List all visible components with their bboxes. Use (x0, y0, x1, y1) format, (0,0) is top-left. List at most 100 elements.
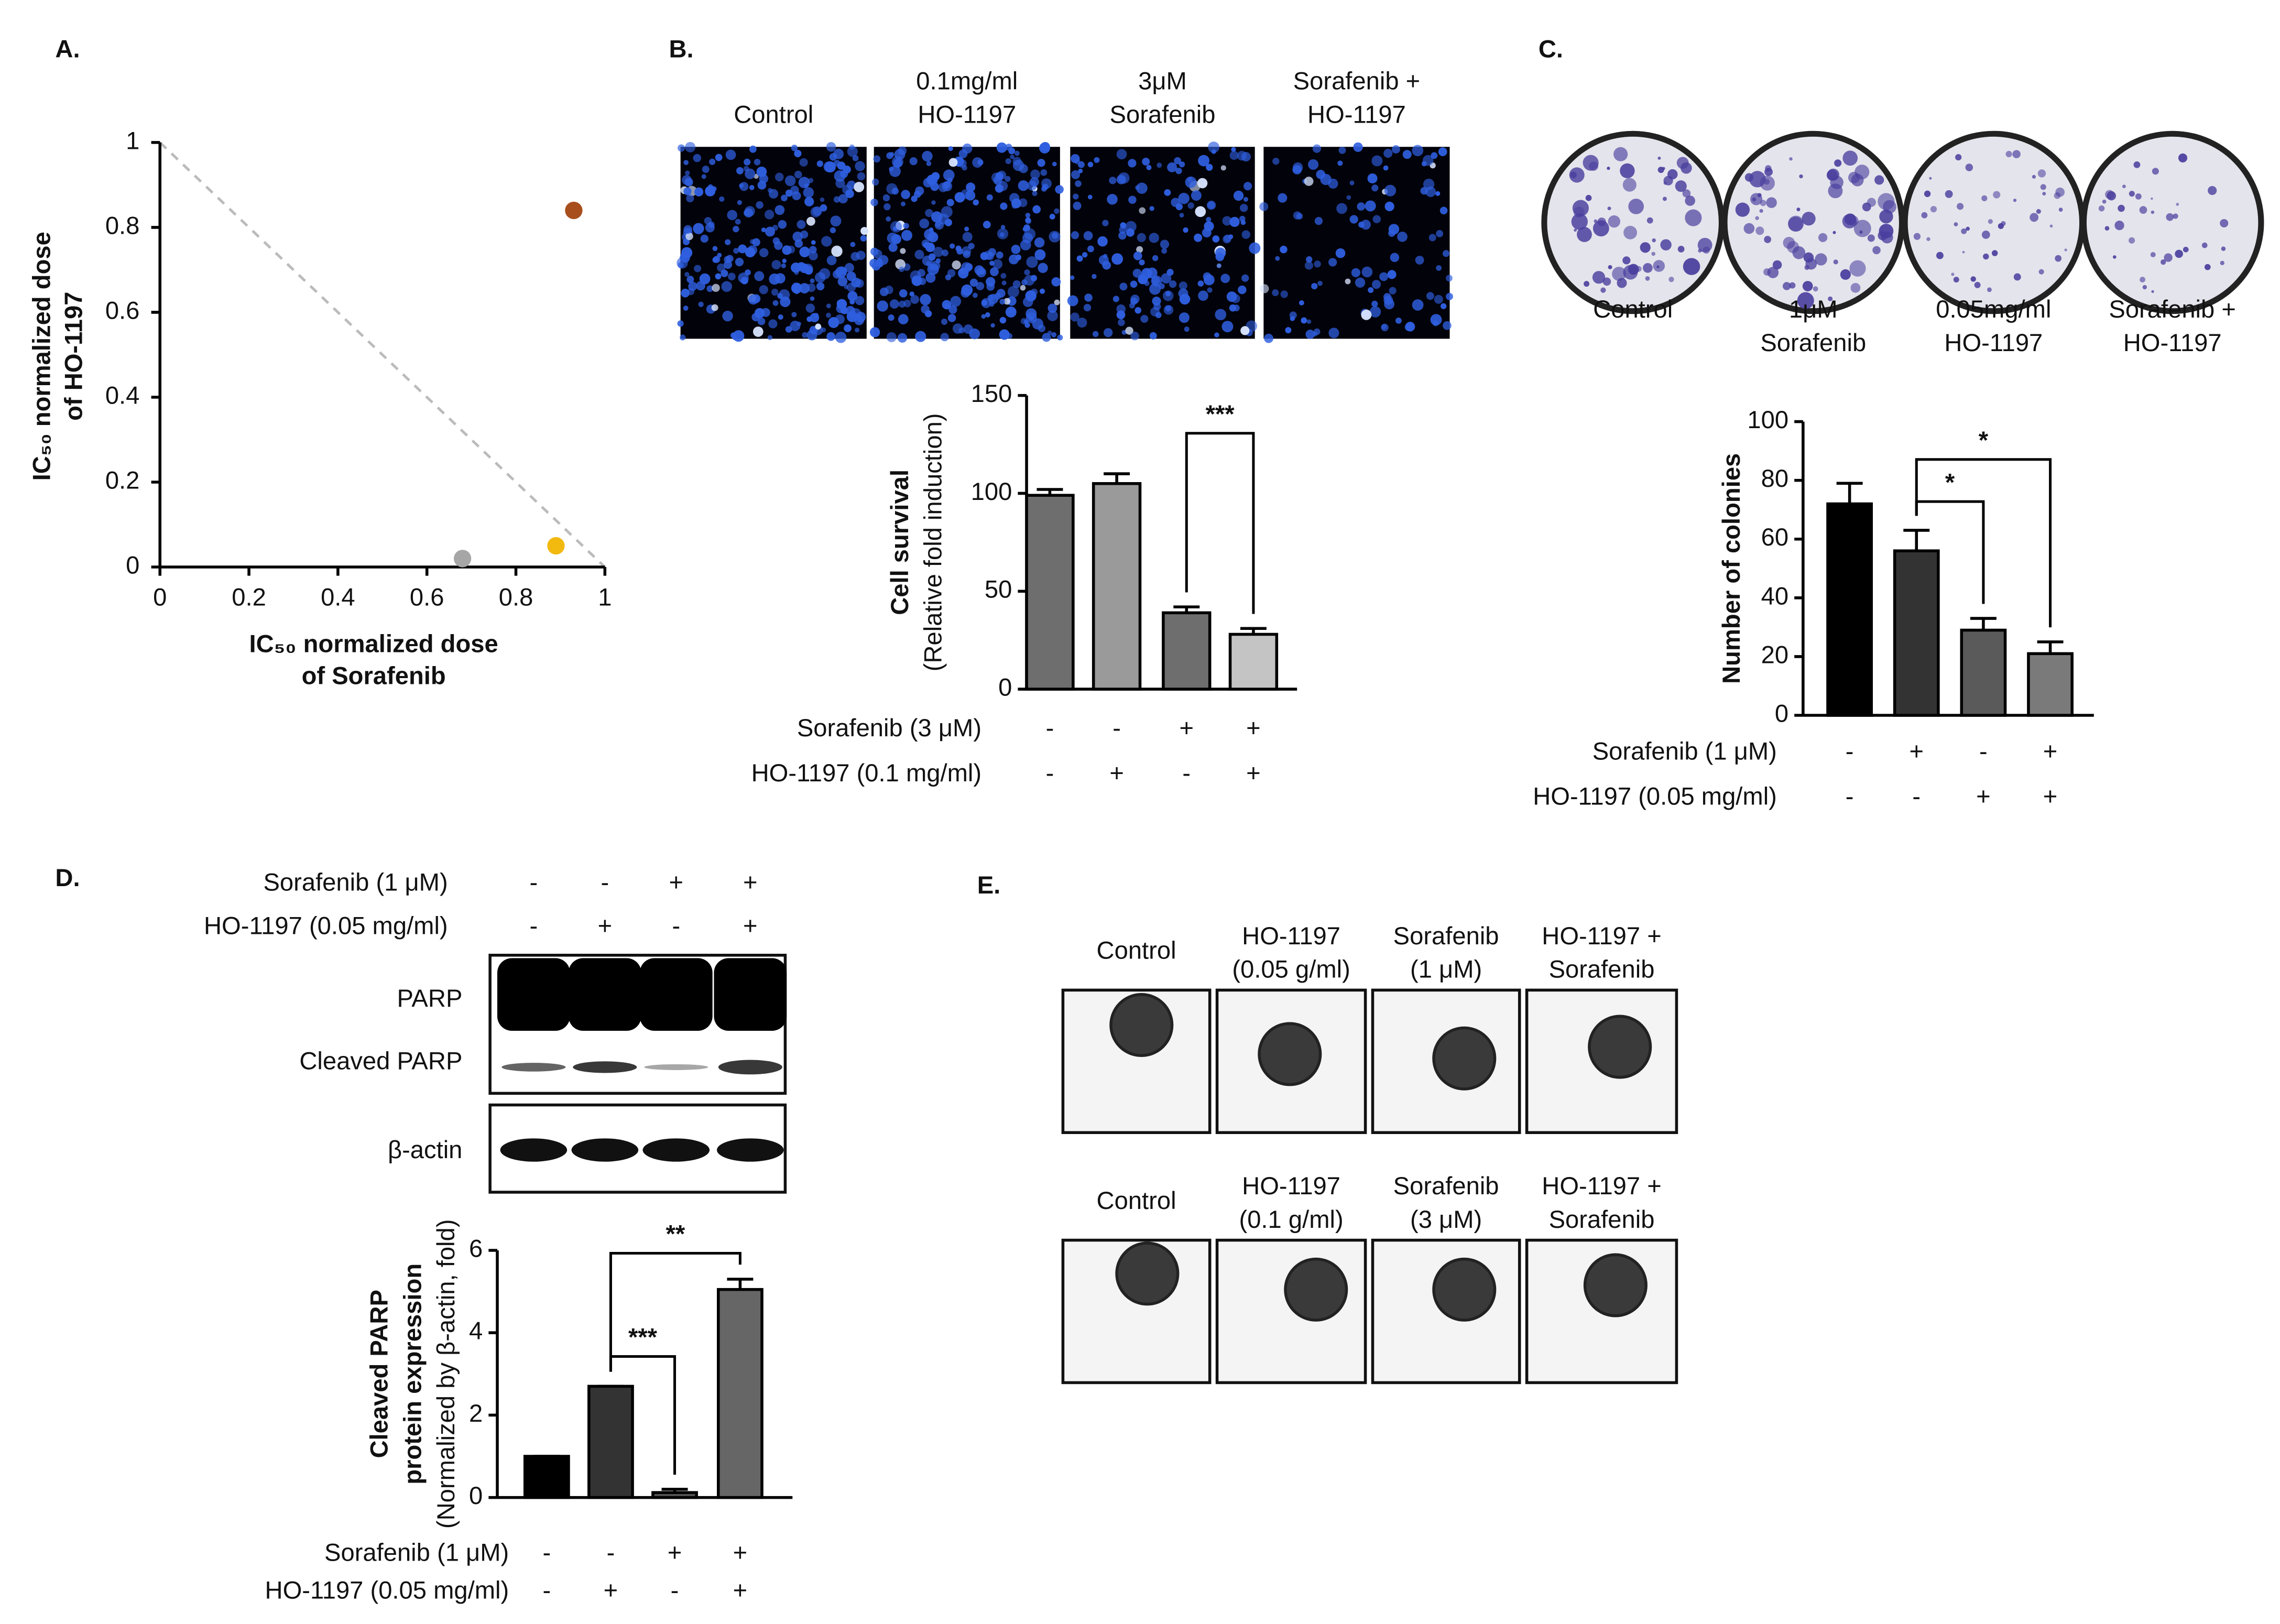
cell-nucleus (847, 146, 858, 157)
condition-sign: + (598, 912, 613, 940)
cell-nucleus (897, 333, 908, 343)
cell-nucleus (915, 186, 924, 195)
cell-nucleus (889, 299, 899, 309)
cell-nucleus (794, 149, 802, 158)
cell-nucleus (983, 221, 991, 229)
cell-nucleus (1167, 162, 1177, 172)
cell-nucleus (750, 239, 756, 245)
colony (2054, 192, 2061, 199)
cell-nucleus (1111, 253, 1123, 265)
y-axis-label: protein expression (398, 1263, 426, 1485)
cell-nucleus (1005, 176, 1011, 182)
cell-nucleus (1243, 182, 1252, 191)
cell-nucleus (1014, 150, 1020, 156)
cell-nucleus (711, 304, 718, 311)
cell-nucleus (1206, 164, 1213, 171)
cell-nucleus (1207, 287, 1213, 293)
cell-nucleus (1120, 222, 1127, 229)
cell-nucleus (860, 227, 869, 235)
cell-nucleus (1011, 203, 1017, 209)
colony (1826, 169, 1838, 181)
cell-nucleus (886, 152, 893, 159)
cell-nucleus (1272, 289, 1279, 297)
cell-nucleus (1259, 202, 1269, 211)
cell-nucleus (794, 170, 802, 179)
cell-nucleus (1139, 207, 1146, 214)
cell-nucleus (735, 257, 744, 267)
cell-nucleus (774, 273, 786, 284)
cell-nucleus (816, 160, 823, 167)
cell-nucleus (1412, 299, 1424, 311)
colony (2055, 255, 2062, 262)
cell-nucleus (830, 215, 842, 227)
image-caption: Sorafenib + (2109, 295, 2236, 323)
cell-nucleus (992, 259, 1003, 269)
cell-nucleus (1092, 274, 1097, 279)
cell-nucleus (1296, 213, 1303, 220)
cell-nucleus (947, 177, 953, 183)
cell-nucleus (972, 292, 978, 298)
condition-label: HO-1197 (0.1 mg/ml) (751, 759, 981, 787)
condition-sign: - (1846, 737, 1854, 765)
colony (1592, 271, 1606, 284)
colony (1735, 202, 1750, 217)
colony (1668, 277, 1674, 282)
cell-nucleus (698, 301, 704, 307)
cell-nucleus (790, 320, 801, 331)
cell-nucleus (922, 150, 933, 162)
colony (1772, 260, 1782, 270)
cell-nucleus (794, 270, 799, 275)
cell-nucleus (1389, 287, 1397, 295)
colony (1832, 231, 1836, 234)
cell-nucleus (999, 299, 1006, 305)
cell-nucleus (1306, 256, 1313, 263)
condition-sign: + (604, 1576, 618, 1604)
y-tick-label: 2 (469, 1399, 483, 1427)
colony (1662, 167, 1665, 170)
blot-band (497, 958, 570, 1031)
colony (1913, 233, 1921, 240)
x-tick-label: 0.4 (321, 583, 355, 611)
cell-nucleus (1119, 282, 1128, 291)
cell-nucleus (1007, 333, 1012, 339)
cell-nucleus (965, 263, 973, 271)
cell-nucleus (1042, 183, 1049, 190)
cell-nucleus (685, 170, 690, 176)
colony (1660, 239, 1672, 250)
cell-nucleus (1202, 228, 1212, 238)
cell-nucleus (1383, 293, 1391, 301)
cell-nucleus (781, 263, 786, 268)
cell-nucleus (743, 210, 750, 216)
cell-nucleus (1264, 333, 1273, 343)
cell-nucleus (938, 182, 948, 192)
cell-nucleus (736, 167, 744, 175)
blot-band (573, 1061, 637, 1073)
cell-nucleus (1305, 330, 1315, 339)
colony (1974, 281, 1981, 288)
cell-nucleus (1030, 177, 1039, 187)
cell-nucleus (941, 318, 948, 325)
cell-nucleus (1231, 147, 1236, 152)
colony (1930, 205, 1937, 213)
blot-band (639, 958, 713, 1031)
cell-nucleus (819, 268, 831, 280)
panel-label: B. (669, 35, 693, 63)
cell-nucleus (1390, 253, 1400, 263)
cell-nucleus (947, 314, 956, 322)
image-caption: HO-1197 (1307, 100, 1406, 128)
data-point (453, 550, 472, 568)
cell-nucleus (831, 245, 843, 257)
y-axis-label: Cell survival (886, 470, 913, 615)
cell-nucleus (1308, 159, 1319, 170)
colony (2140, 277, 2145, 282)
cell-nucleus (1415, 256, 1424, 265)
cell-nucleus (974, 265, 984, 275)
cell-nucleus (759, 285, 768, 295)
cell-nucleus (1314, 217, 1323, 225)
colony (2012, 150, 2021, 158)
cell-nucleus (683, 238, 690, 245)
bar (1092, 482, 1142, 691)
cell-nucleus (1137, 233, 1147, 242)
image-caption: Control (1593, 295, 1673, 323)
image-caption: (0.1 g/ml) (1239, 1205, 1344, 1233)
